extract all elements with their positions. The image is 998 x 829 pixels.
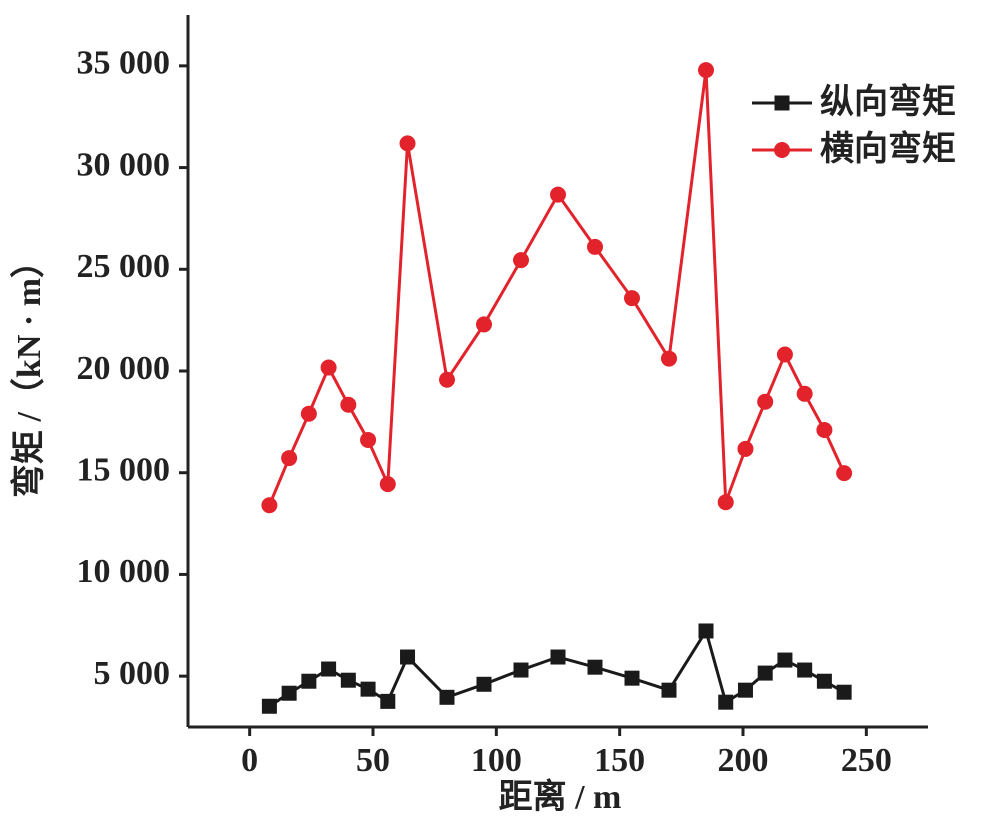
series-line bbox=[268, 69, 846, 506]
y-axis-label: 弯矩 /（kN · m） bbox=[9, 244, 48, 498]
x-tick-label: 150 bbox=[594, 742, 645, 779]
point bbox=[717, 494, 734, 511]
point bbox=[737, 682, 753, 698]
point bbox=[400, 649, 416, 665]
x-tick-label: 100 bbox=[471, 742, 522, 779]
x-tick-label: 50 bbox=[356, 742, 390, 779]
point bbox=[261, 698, 277, 714]
y-tick-label: 25 000 bbox=[77, 248, 171, 285]
point bbox=[301, 673, 317, 689]
point bbox=[439, 689, 455, 705]
y-tick-label: 35 000 bbox=[77, 45, 171, 82]
x-tick-label: 250 bbox=[841, 742, 892, 779]
point bbox=[718, 694, 734, 710]
point bbox=[698, 62, 714, 79]
point bbox=[587, 238, 603, 255]
point bbox=[757, 665, 773, 681]
x-axis-label: 距离 / m bbox=[499, 777, 622, 816]
legend-label: 横向弯矩 bbox=[820, 129, 956, 168]
point bbox=[281, 685, 297, 701]
point bbox=[550, 186, 566, 203]
y-tick-label: 20 000 bbox=[77, 350, 171, 387]
y-tick-label: 15 000 bbox=[77, 452, 171, 489]
point bbox=[476, 676, 492, 692]
point bbox=[836, 465, 853, 482]
x-tick-label: 200 bbox=[718, 742, 769, 779]
point bbox=[757, 393, 774, 410]
point bbox=[796, 385, 813, 402]
point bbox=[777, 652, 793, 668]
point bbox=[816, 421, 833, 438]
legend-label: 纵向弯矩 bbox=[820, 82, 956, 121]
y-tick-label: 10 000 bbox=[77, 553, 171, 590]
point bbox=[550, 649, 566, 665]
point bbox=[340, 672, 356, 688]
point bbox=[816, 673, 832, 689]
point bbox=[380, 693, 396, 709]
point bbox=[624, 290, 640, 307]
point bbox=[360, 431, 377, 448]
point bbox=[836, 684, 852, 700]
point bbox=[513, 662, 529, 678]
point bbox=[321, 661, 337, 677]
point bbox=[624, 670, 640, 686]
point bbox=[476, 316, 492, 333]
point bbox=[698, 623, 714, 639]
point bbox=[587, 659, 603, 675]
point bbox=[281, 450, 298, 467]
point bbox=[661, 682, 677, 698]
point bbox=[379, 476, 396, 493]
point bbox=[261, 497, 278, 514]
point bbox=[360, 681, 376, 697]
point bbox=[797, 662, 813, 678]
x-tick-label: 0 bbox=[241, 742, 258, 779]
y-tick-label: 5 000 bbox=[94, 655, 171, 692]
legend-marker bbox=[774, 95, 790, 111]
point bbox=[439, 371, 455, 388]
y-tick-label: 30 000 bbox=[77, 146, 171, 183]
point bbox=[661, 350, 677, 367]
point bbox=[340, 396, 357, 413]
legend-marker bbox=[774, 142, 790, 158]
point bbox=[300, 405, 317, 422]
point bbox=[513, 252, 529, 269]
point bbox=[737, 440, 754, 457]
point bbox=[320, 359, 337, 376]
point bbox=[399, 135, 416, 152]
point bbox=[776, 346, 793, 363]
